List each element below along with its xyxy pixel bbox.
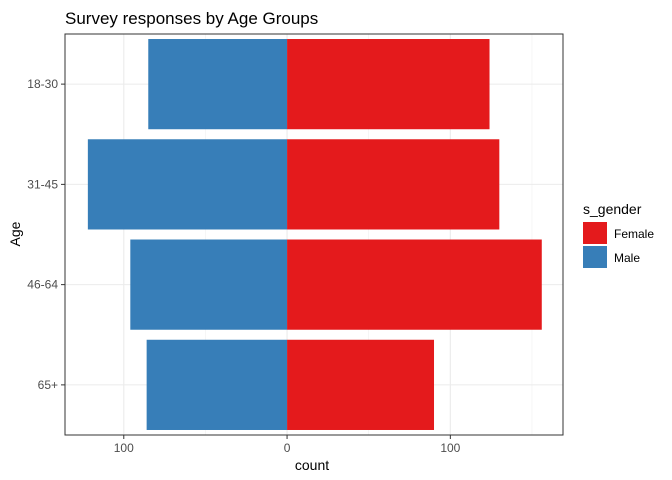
- y-tick-label: 18-30: [27, 77, 58, 91]
- panel-border: [64, 33, 564, 436]
- legend-label-male: Male: [614, 251, 640, 265]
- bars: [87, 39, 542, 430]
- legend-label-female: Female: [614, 227, 654, 241]
- bar-female-31-45: [287, 139, 500, 230]
- bar-male-31-45: [87, 139, 288, 230]
- legend-key-male: [583, 246, 607, 268]
- chart-title: Survey responses by Age Groups: [65, 9, 318, 28]
- x-tick-label: 100: [440, 441, 460, 455]
- x-tick-label: 0: [284, 441, 291, 455]
- legend: s_gender Female Male: [583, 201, 654, 268]
- bar-female-18-30: [287, 39, 490, 130]
- y-tick-label: 31-45: [27, 177, 58, 191]
- y-axis-title: Age: [7, 221, 23, 246]
- bar-male-65+: [146, 339, 288, 430]
- legend-title: s_gender: [583, 201, 642, 217]
- axes: 100 0 100 18-30 31-45 46-64 65+: [27, 77, 460, 455]
- y-tick-label: 65+: [38, 378, 58, 392]
- x-tick-label: 100: [114, 441, 134, 455]
- bar-female-46-64: [287, 239, 542, 330]
- bar-female-65+: [287, 339, 435, 430]
- y-tick-label: 46-64: [27, 278, 58, 292]
- bar-male-18-30: [148, 39, 288, 130]
- bar-male-46-64: [130, 239, 288, 330]
- x-axis-title: count: [295, 457, 329, 473]
- legend-key-female: [583, 222, 607, 244]
